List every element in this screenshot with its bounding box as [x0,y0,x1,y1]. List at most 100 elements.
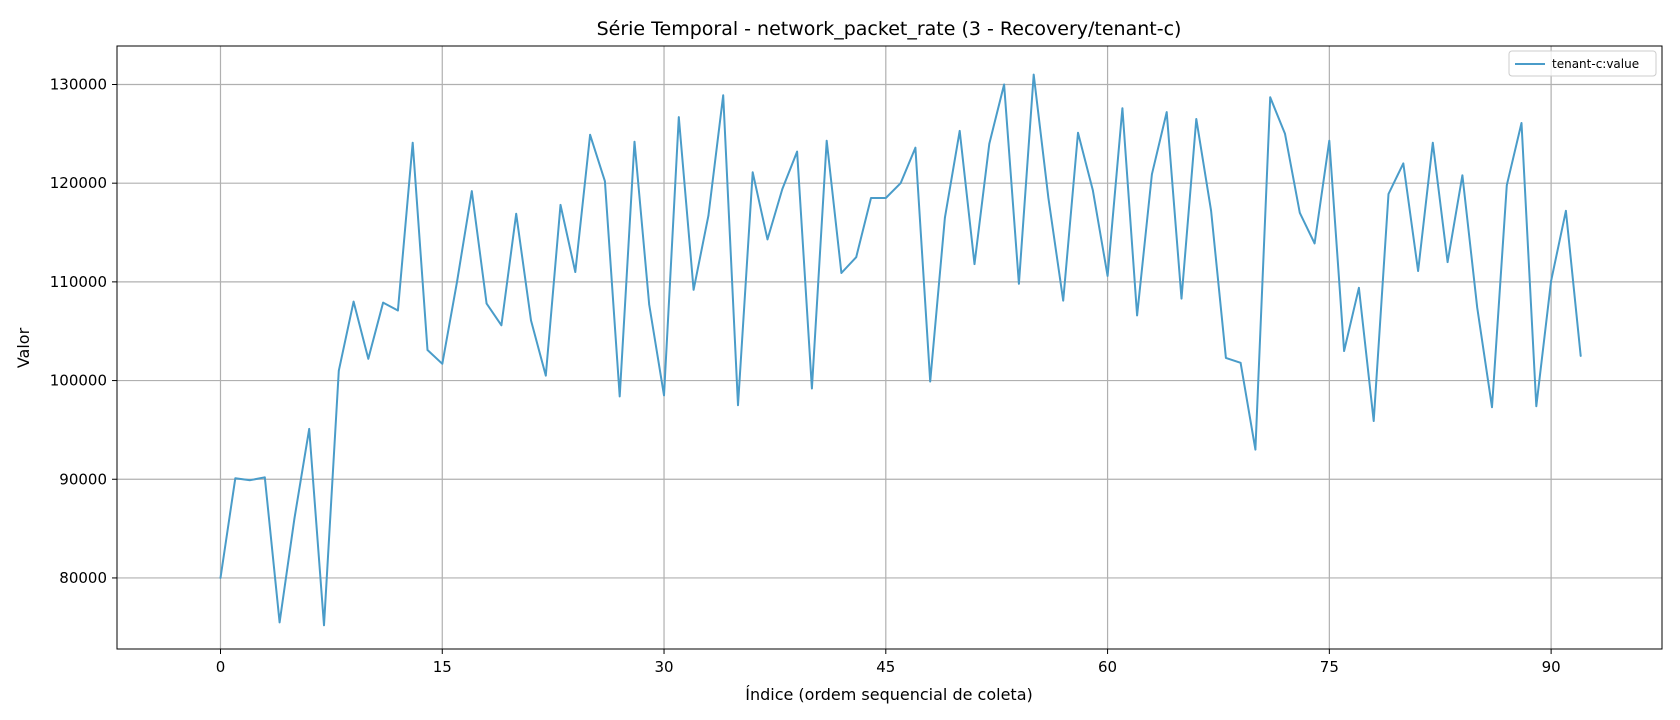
data-point [1239,362,1242,364]
data-point [825,139,828,142]
data-point [426,349,429,351]
data-point [1018,283,1020,285]
data-point [1299,212,1301,214]
data-point [737,404,739,407]
data-point [633,140,636,143]
data-point [1565,210,1567,212]
data-point [1062,299,1064,302]
data-point [973,263,976,265]
data-point [1476,306,1478,309]
data-point [1165,111,1168,113]
data-point [1432,141,1434,144]
data-point [456,281,458,283]
data-point [574,271,577,273]
data-point [885,197,887,199]
data-point [870,197,872,199]
data-point [219,577,222,579]
x-tick-label: 45 [876,658,895,676]
data-point [249,479,251,482]
data-point [352,300,355,303]
y-tick-label: 90000 [59,470,107,488]
y-tick-label: 130000 [50,75,107,93]
data-point [1520,122,1523,124]
data-point [811,387,813,390]
data-point [234,477,237,480]
data-point [367,358,370,360]
data-point [485,302,488,305]
x-axis-title: Índice (ordem sequencial de coleta) [745,685,1033,704]
data-point [1313,242,1316,245]
data-point [1003,83,1005,86]
data-point [604,180,606,182]
data-point [441,363,444,365]
data-point [1121,107,1124,109]
data-point [411,141,414,144]
data-point [618,395,621,398]
data-point [1461,174,1464,177]
data-point [1506,184,1508,186]
data-point [1077,132,1079,134]
data-point [707,214,710,217]
data-point [515,213,517,215]
data-point [1491,406,1493,409]
data-point [648,303,650,306]
data-point [589,134,591,136]
data-point [293,517,296,520]
data-point [1372,420,1375,422]
y-axis-title: Valor [14,327,33,368]
series-layer [219,73,1582,627]
data-point [1032,73,1035,76]
data-point [899,182,902,184]
data-point [1446,261,1449,263]
data-point [338,369,340,372]
x-tick-label: 90 [1542,658,1561,676]
data-point [1106,275,1109,277]
grid-lines [117,46,1662,649]
data-point [1358,287,1360,289]
data-point [1343,350,1345,352]
data-point [1225,357,1227,359]
data-point [1151,173,1153,176]
chart-title: Série Temporal - network_packet_rate (3 … [597,18,1182,40]
x-tick-label: 0 [216,658,226,676]
y-tick-label: 120000 [50,174,107,192]
legend-label: tenant-c:value [1552,57,1639,71]
data-point [1579,355,1582,357]
legend-box [1508,50,1657,77]
data-point [1535,405,1538,408]
data-point [988,142,991,145]
data-point [678,116,680,118]
series-line-0 [219,73,1582,627]
data-point [1210,210,1212,212]
data-point [1328,139,1331,142]
data-point [278,621,281,624]
data-point [559,204,562,206]
data-point [530,319,532,322]
data-point [397,309,399,312]
x-tick-label: 30 [654,658,673,676]
data-point [796,150,798,153]
data-point [500,324,503,327]
data-point [1284,133,1286,135]
x-tick-label: 60 [1098,658,1117,676]
data-point [1047,197,1050,199]
data-point [722,94,724,97]
data-point [663,394,665,397]
data-point [1269,96,1271,99]
data-point [1136,314,1138,317]
data-point [781,188,784,190]
data-point [471,190,473,192]
data-point [840,272,843,274]
plot-frame [116,45,1663,650]
data-point [1387,193,1390,195]
y-tick-label: 110000 [50,273,107,291]
data-point [308,428,311,430]
data-point [751,171,754,174]
y-tick-label: 100000 [50,372,107,390]
axis-ticks: 0 15 30 45 60 75 90 80000 90000 100000 110000 12000… [50,75,1561,676]
data-point [1254,448,1257,451]
y-tick-label: 80000 [59,569,107,587]
x-tick-label: 75 [1320,658,1339,676]
